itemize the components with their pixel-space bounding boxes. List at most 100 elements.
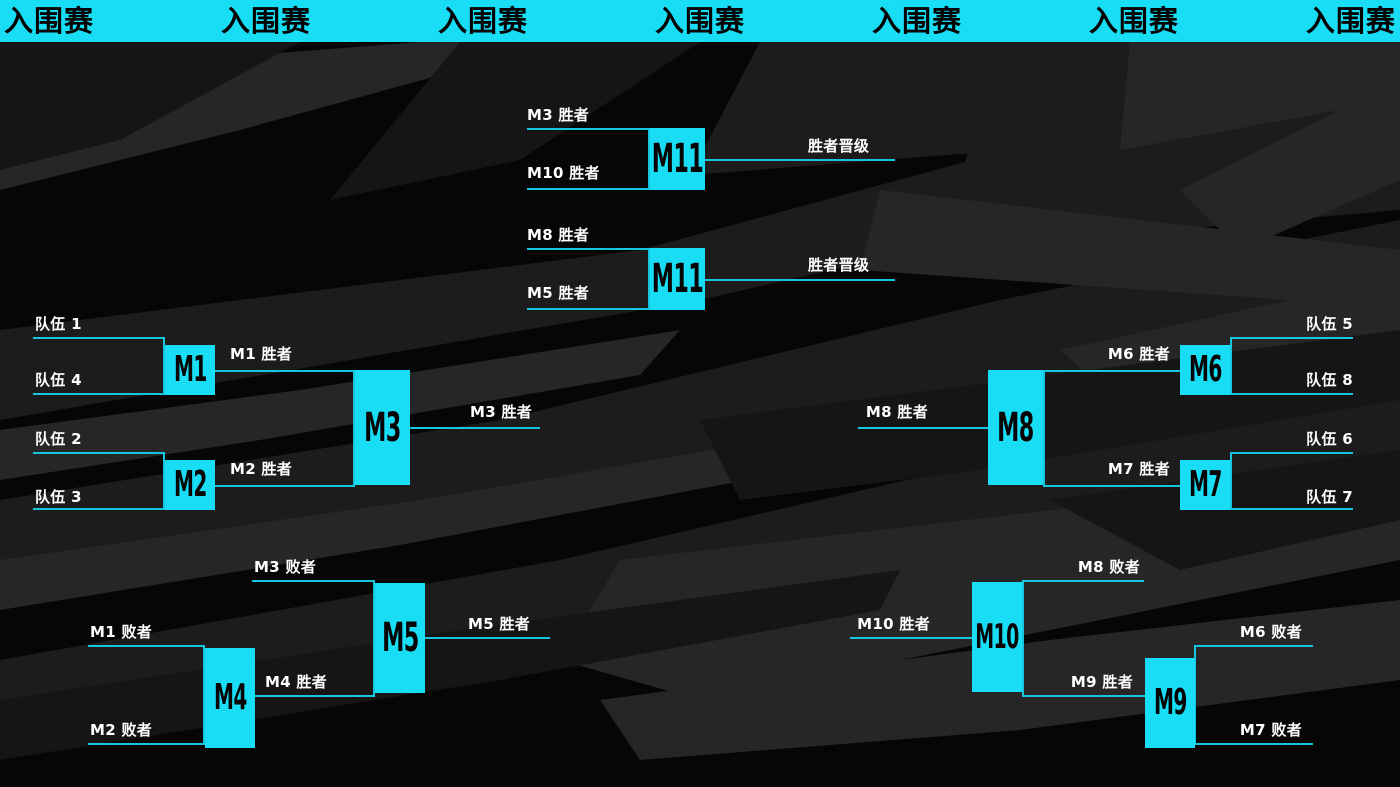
match-label: M11 [651, 136, 704, 182]
match-box-m8[interactable]: M8 [988, 370, 1043, 485]
connector-line-h-m5w [425, 637, 550, 639]
connector-line-h-team3 [33, 508, 165, 510]
slot-label-l-team2: 队伍 2 [35, 430, 82, 448]
connector-bracket-v-m7 [1230, 452, 1232, 510]
match-label: M1 [173, 349, 207, 390]
connector-line-h-m8w [858, 427, 988, 429]
match-box-m1[interactable]: M1 [165, 345, 215, 395]
connector-line-h-team1 [33, 337, 165, 339]
match-box-m4[interactable]: M4 [205, 648, 255, 748]
connector-line-h-m7l [1195, 743, 1313, 745]
connector-line-h-m3w-up [527, 128, 650, 130]
connector-bracket-v-m5 [373, 580, 375, 697]
connector-line-h-m7w [1043, 485, 1180, 487]
banner-word: 入围赛 [1088, 3, 1179, 38]
connector-line-h-team2 [33, 452, 165, 454]
match-label: M8 [997, 404, 1034, 451]
match-label: M5 [381, 615, 419, 661]
slot-label-l-m5-winner-up: M5 胜者 [527, 284, 590, 302]
match-label: M10 [975, 617, 1019, 657]
connector-line-h-m2l [88, 743, 205, 745]
match-label: M3 [364, 404, 401, 451]
match-box-m11-a[interactable]: M11 [650, 128, 705, 190]
slot-label-l-m6-winner: M6 胜者 [1107, 345, 1170, 363]
connector-line-h-m6w [1043, 370, 1180, 372]
connector-bracket-v-m6 [1230, 337, 1232, 395]
connector-line-h-team4 [33, 393, 165, 395]
connector-line-h-m10w-up [527, 188, 650, 190]
connector-bracket-v-m11b [648, 248, 650, 310]
slot-label-l-m2-winner: M2 胜者 [230, 460, 293, 478]
slot-label-l-m8-winner-up: M8 胜者 [527, 226, 590, 244]
connector-line-h-m3w [410, 427, 540, 429]
connector-line-h-m8w-up [527, 248, 650, 250]
slot-label-l-m3-winner: M3 胜者 [470, 403, 533, 421]
banner-word: 入围赛 [1305, 3, 1396, 38]
connector-line-h-team6 [1230, 452, 1353, 454]
connector-line-h-m8l [1022, 580, 1144, 582]
match-label: M7 [1188, 464, 1222, 505]
connector-bracket-v-m1 [163, 337, 165, 395]
connector-line-h-m10w [850, 637, 972, 639]
slot-label-l-m10-winner: M10 胜者 [857, 615, 930, 633]
slot-label-l-m1-winner: M1 胜者 [230, 345, 293, 363]
banner-word: 入围赛 [4, 3, 95, 38]
slot-label-l-m3-loser: M3 败者 [254, 558, 317, 576]
match-label: M11 [651, 256, 704, 302]
match-box-m6[interactable]: M6 [1180, 345, 1230, 395]
connector-line-h-adv-2 [705, 279, 895, 281]
slot-label-l-m10-winner-up: M10 胜者 [527, 164, 600, 182]
connector-line-h-m6l [1195, 645, 1313, 647]
match-box-m10[interactable]: M10 [972, 582, 1022, 692]
slot-label-l-m1-loser: M1 败者 [90, 623, 153, 641]
match-box-m3[interactable]: M3 [355, 370, 410, 485]
connector-bracket-v-m3 [353, 370, 355, 487]
match-label: M4 [213, 677, 247, 718]
slot-label-l-team8: 队伍 8 [1306, 371, 1353, 389]
connector-line-h-m1l [88, 645, 205, 647]
match-box-m5[interactable]: M5 [375, 583, 425, 693]
match-box-m9[interactable]: M9 [1145, 658, 1195, 748]
slot-label-l-team4: 队伍 4 [35, 371, 82, 389]
slot-label-l-m8-winner: M8 胜者 [865, 403, 928, 421]
connector-bracket-v-m9 [1194, 645, 1196, 745]
slot-label-l-team6: 队伍 6 [1306, 430, 1353, 448]
banner-strip: 入围赛 入围赛 入围赛 入围赛 入围赛 入围赛 入围赛 [0, 0, 1400, 42]
slot-label-l-adv-2: 胜者晋级 [808, 256, 870, 274]
banner-word: 入围赛 [654, 3, 745, 38]
connector-bracket-v-m8 [1043, 370, 1045, 487]
match-label: M9 [1153, 682, 1187, 723]
connector-line-h-m9w [1022, 695, 1145, 697]
banner-word: 入围赛 [220, 3, 311, 38]
connector-bracket-v-m4 [203, 645, 205, 745]
connector-bracket-v-m2 [163, 452, 165, 510]
banner-word: 入围赛 [871, 3, 962, 38]
slot-label-l-m3-winner-up: M3 胜者 [527, 106, 590, 124]
connector-line-h-m5w-up [527, 308, 650, 310]
connector-bracket-v-m11a [648, 128, 650, 190]
match-label: M2 [173, 464, 207, 505]
slot-label-l-m8-loser: M8 败者 [1077, 558, 1140, 576]
match-box-m11-b[interactable]: M11 [650, 248, 705, 310]
connector-line-h-team7 [1230, 508, 1353, 510]
slot-label-l-m6-loser: M6 败者 [1239, 623, 1302, 641]
slot-label-l-team3: 队伍 3 [35, 488, 82, 506]
connector-line-h-team5 [1230, 337, 1353, 339]
connector-line-h-team8 [1230, 393, 1353, 395]
match-box-m2[interactable]: M2 [165, 460, 215, 510]
connector-line-h-m2w [215, 485, 355, 487]
slot-label-l-adv-1: 胜者晋级 [808, 137, 870, 155]
slot-label-l-team5: 队伍 5 [1306, 315, 1353, 333]
connector-line-h-m1w [215, 370, 355, 372]
slot-label-l-team7: 队伍 7 [1306, 488, 1353, 506]
slot-label-l-m7-loser: M7 败者 [1239, 721, 1302, 739]
match-box-m7[interactable]: M7 [1180, 460, 1230, 510]
match-label: M6 [1188, 349, 1222, 390]
connector-line-h-adv-1 [705, 159, 895, 161]
connector-line-h-m3l [252, 580, 375, 582]
connector-line-h-m4w [255, 695, 375, 697]
slot-label-l-m2-loser: M2 败者 [90, 721, 153, 739]
play-in-banner: 入围赛 入围赛 入围赛 入围赛 入围赛 入围赛 入围赛 [0, 0, 1400, 42]
